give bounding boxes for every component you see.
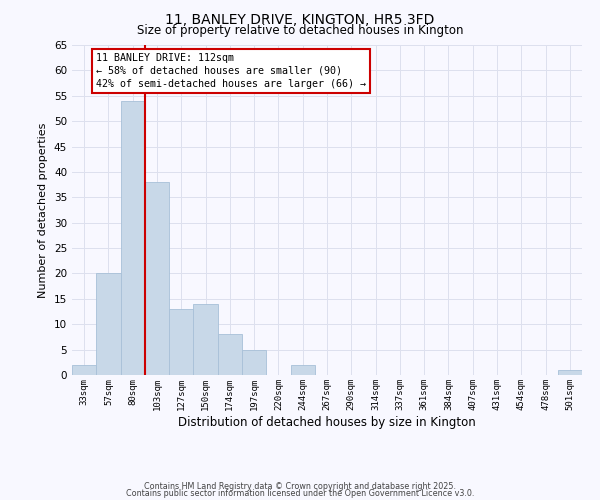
- Bar: [72, 365, 96, 375]
- Bar: [290, 365, 315, 375]
- Bar: [121, 101, 145, 375]
- Bar: [96, 274, 121, 375]
- Text: Contains public sector information licensed under the Open Government Licence v3: Contains public sector information licen…: [126, 490, 474, 498]
- Bar: [169, 309, 193, 375]
- Y-axis label: Number of detached properties: Number of detached properties: [38, 122, 49, 298]
- Bar: [242, 350, 266, 375]
- Text: 11 BANLEY DRIVE: 112sqm
← 58% of detached houses are smaller (90)
42% of semi-de: 11 BANLEY DRIVE: 112sqm ← 58% of detache…: [96, 52, 366, 89]
- Text: 11, BANLEY DRIVE, KINGTON, HR5 3FD: 11, BANLEY DRIVE, KINGTON, HR5 3FD: [166, 12, 434, 26]
- Bar: [193, 304, 218, 375]
- Bar: [145, 182, 169, 375]
- Bar: [218, 334, 242, 375]
- Bar: [558, 370, 582, 375]
- X-axis label: Distribution of detached houses by size in Kington: Distribution of detached houses by size …: [178, 416, 476, 428]
- Text: Size of property relative to detached houses in Kington: Size of property relative to detached ho…: [137, 24, 463, 37]
- Text: Contains HM Land Registry data © Crown copyright and database right 2025.: Contains HM Land Registry data © Crown c…: [144, 482, 456, 491]
